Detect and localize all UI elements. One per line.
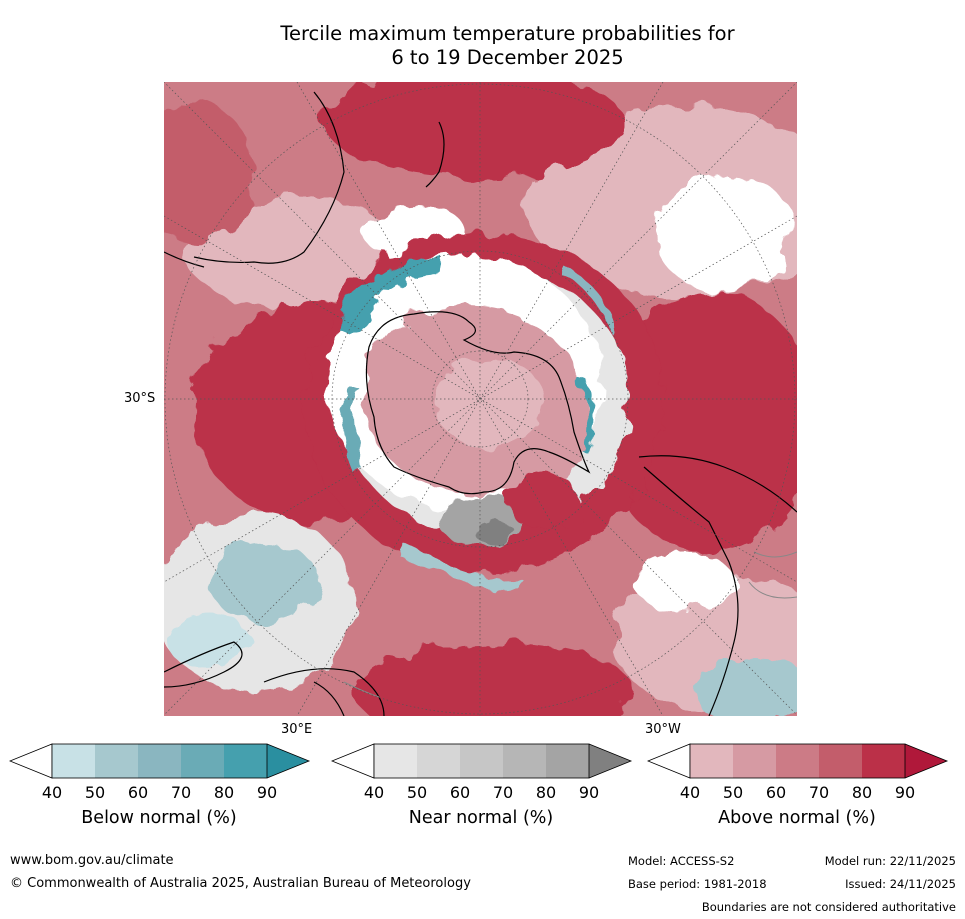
tick: 80 (851, 783, 873, 802)
colorbar-swatch (224, 744, 267, 778)
tick: 80 (213, 783, 235, 802)
map-canvas (164, 82, 797, 716)
colorbar-near-normal (330, 743, 633, 785)
colorbar-below-swatches (8, 743, 311, 779)
colorbar-near-swatches (330, 743, 633, 779)
colorbar-swatch (862, 744, 905, 778)
tick: 50 (84, 783, 106, 802)
issued-text: Issued: 24/11/2025 (845, 877, 956, 891)
model-text: Model: ACCESS-S2 (628, 854, 735, 868)
colorbar-swatch (417, 744, 460, 778)
title-line-1: Tercile maximum temperature probabilitie… (280, 22, 735, 45)
colorbar-swatch (503, 744, 546, 778)
tick: 40 (41, 783, 63, 802)
colorbar-swatch (776, 744, 819, 778)
colorbar-swatch (460, 744, 503, 778)
tick: 90 (894, 783, 916, 802)
colorbar-swatch (646, 743, 691, 779)
colorbar-above-normal (646, 743, 949, 785)
colorbar-swatch (181, 744, 224, 778)
colorbar-below-title: Below normal (%) (81, 808, 237, 828)
tick: 50 (722, 783, 744, 802)
colorbar-swatch (330, 743, 375, 779)
model-run-text: Model run: 22/11/2025 (824, 854, 956, 868)
tick: 70 (170, 783, 192, 802)
map-title: Tercile maximum temperature probabilitie… (165, 22, 850, 70)
disclaimer-text: Boundaries are not considered authoritat… (701, 900, 956, 914)
probability-map (164, 82, 797, 716)
colorbar-swatch (733, 744, 776, 778)
colorbar-below-normal (8, 743, 311, 785)
country-boundaries (343, 551, 797, 698)
tick: 50 (406, 783, 428, 802)
colorbar-swatch (819, 744, 862, 778)
base-period-text: Base period: 1981-2018 (628, 877, 767, 891)
website-link[interactable]: www.bom.gov.au/climate (10, 853, 174, 868)
tick: 70 (492, 783, 514, 802)
tick: 40 (679, 783, 701, 802)
latitude-label-30s: 30°S (124, 391, 156, 406)
copyright-text: © Commonwealth of Australia 2025, Austra… (10, 876, 471, 891)
longitude-label-30e: 30°E (281, 722, 313, 737)
tick: 90 (256, 783, 278, 802)
colorbar-above-swatches (646, 743, 949, 779)
graticule (164, 82, 797, 716)
tick: 80 (535, 783, 557, 802)
tick: 40 (363, 783, 385, 802)
colorbar-swatch (8, 743, 53, 779)
tick: 60 (765, 783, 787, 802)
title-line-2: 6 to 19 December 2025 (391, 46, 624, 69)
longitude-label-30w: 30°W (645, 722, 681, 737)
tick: 60 (449, 783, 471, 802)
coastlines (164, 91, 797, 716)
colorbar-swatch (690, 744, 733, 778)
colorbar-near-title: Near normal (%) (408, 808, 554, 828)
colorbar-swatch (95, 744, 138, 778)
probability-field (164, 82, 797, 716)
colorbar-swatch (546, 744, 589, 778)
colorbar-swatch (267, 744, 309, 778)
colorbar-swatch (52, 744, 95, 778)
tick: 60 (127, 783, 149, 802)
colorbar-above-title: Above normal (%) (718, 808, 876, 828)
colorbar-swatch (905, 744, 947, 778)
tick: 90 (578, 783, 600, 802)
colorbar-swatch (374, 744, 417, 778)
colorbar-swatch (138, 744, 181, 778)
tick: 70 (808, 783, 830, 802)
colorbar-swatch (589, 744, 631, 778)
